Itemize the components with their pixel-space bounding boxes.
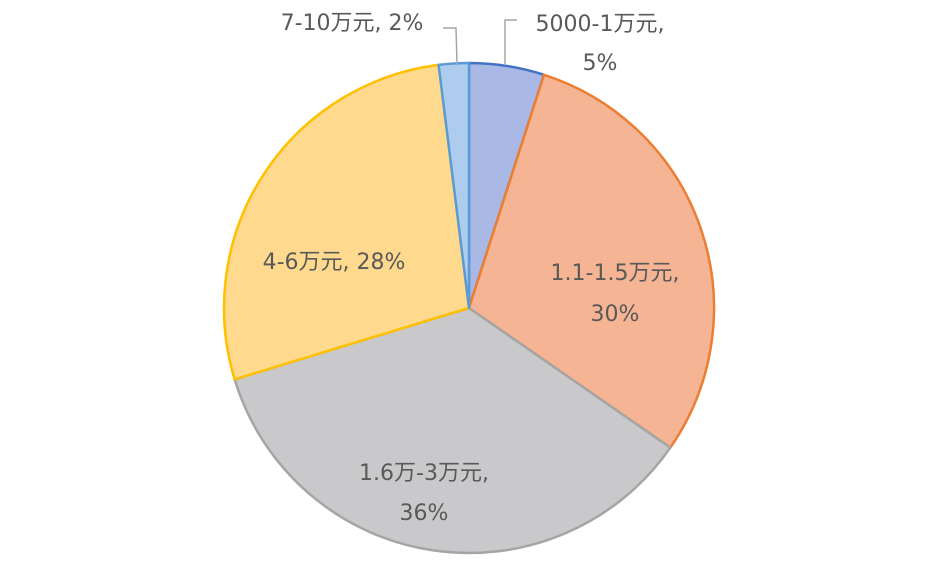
data-label-4: 4-6万元, 28% bbox=[263, 250, 406, 275]
data-label-3-line-2: 36% bbox=[400, 501, 449, 526]
leader-lines bbox=[443, 19, 517, 65]
data-labels: 5000-1万元, 5% 1.1-1.5万元, 30% 1.6万-3万元, 36% 4-6万… bbox=[263, 11, 680, 526]
pie-slice-4 bbox=[222, 63, 471, 381]
data-label-4-line-1: 4-6万元, 28% bbox=[263, 250, 406, 275]
data-label-2-line-2: 30% bbox=[591, 302, 640, 327]
data-label-2: 1.1-1.5万元, 30% bbox=[551, 261, 680, 327]
data-label-3-line-1: 1.6万-3万元, bbox=[359, 461, 489, 486]
data-label-3: 1.6万-3万元, 36% bbox=[359, 461, 489, 526]
pie-slices bbox=[222, 61, 716, 555]
pie-slice-5 bbox=[437, 61, 471, 310]
data-label-5-line-1: 7-10万元, 2% bbox=[281, 11, 424, 36]
data-label-1: 5000-1万元, 5% bbox=[536, 12, 665, 76]
leader-line-2 bbox=[443, 27, 458, 65]
pie-slice-3 bbox=[233, 306, 672, 555]
pie-slice-2 bbox=[467, 73, 716, 449]
data-label-1-line-1: 5000-1万元, bbox=[536, 12, 665, 37]
leader-line-1 bbox=[504, 19, 517, 64]
data-label-5: 7-10万元, 2% bbox=[281, 11, 424, 36]
data-label-1-line-2: 5% bbox=[583, 51, 618, 76]
data-label-2-line-1: 1.1-1.5万元, bbox=[551, 261, 680, 286]
